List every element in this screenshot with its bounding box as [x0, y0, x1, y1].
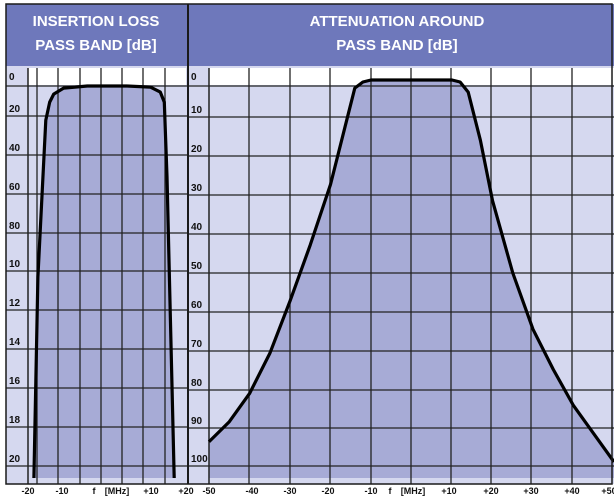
left-y-tick-2: 40 — [9, 143, 21, 154]
right-y-tick-4: 40 — [191, 222, 203, 233]
left-title-line-1: INSERTION LOSS — [33, 13, 160, 30]
right-x-tick-2: -30 — [283, 486, 296, 496]
left-y-tick-6: 12 — [9, 298, 21, 309]
right-x-tick-4: -10 — [364, 486, 377, 496]
right-x-tick-7: +10 — [441, 486, 456, 496]
right-y-tick-10: 100 — [191, 454, 208, 465]
left-y-tick-8: 16 — [9, 376, 21, 387]
right-x-tick-10: +40 — [564, 486, 579, 496]
left-y-tick-10: 20 — [9, 454, 21, 465]
right-y-tick-2: 20 — [191, 144, 203, 155]
right-y-tick-7: 70 — [191, 339, 203, 350]
right-x-tick-1: -40 — [245, 486, 258, 496]
right-x-tick-3: -20 — [321, 486, 334, 496]
right-x-tick-11: +50 — [601, 486, 614, 496]
left-band-area — [34, 86, 174, 478]
right-title-line-1: ATTENUATION AROUND — [310, 13, 485, 30]
right-x-tick-6: [MHz] — [401, 486, 426, 496]
left-passband-fill — [34, 86, 174, 478]
right-y-tick-8: 80 — [191, 378, 203, 389]
right-y-tick-1: 10 — [191, 105, 203, 116]
left-zero-row — [28, 68, 186, 85]
left-x-tick-4: +10 — [143, 486, 158, 496]
left-x-tick-5: +20 — [178, 486, 193, 496]
left-y-tick-4: 80 — [9, 221, 21, 232]
left-x-tick-3: [MHz] — [105, 486, 130, 496]
right-x-tick-0: -50 — [202, 486, 215, 496]
left-y-tick-1: 20 — [9, 104, 21, 115]
right-y-tick-0: 0 — [191, 72, 197, 83]
right-title-line-2: PASS BAND [dB] — [336, 37, 457, 54]
left-x-tick-0: -20 — [21, 486, 34, 496]
left-y-tick-7: 14 — [9, 337, 21, 348]
right-y-tick-5: 50 — [191, 261, 203, 272]
left-title-line-2: PASS BAND [dB] — [35, 37, 156, 54]
right-x-tick-9: +30 — [523, 486, 538, 496]
right-y-tick-6: 60 — [191, 300, 203, 311]
left-y-tick-3: 60 — [9, 182, 21, 193]
left-y-tick-9: 18 — [9, 415, 21, 426]
left-y-tick-5: 10 — [9, 259, 21, 270]
left-x-tick-1: -10 — [55, 486, 68, 496]
right-x-tick-8: +20 — [483, 486, 498, 496]
right-y-tick-9: 90 — [191, 416, 203, 427]
right-y-tick-3: 30 — [191, 183, 203, 194]
left-y-tick-0: 0 — [9, 72, 15, 83]
